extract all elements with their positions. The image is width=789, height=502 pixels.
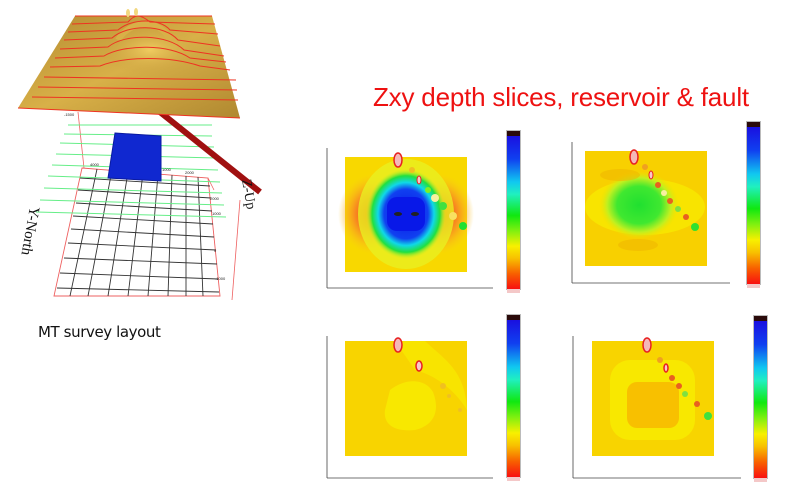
survey-layout-3d-diagram: -1500 4000 1000 2000 2000 1000 0 -1000 Y… bbox=[17, 8, 262, 301]
fault-trace bbox=[642, 337, 712, 420]
fault-trace bbox=[393, 337, 462, 412]
svg-text:2000: 2000 bbox=[210, 196, 220, 201]
colorbar-3 bbox=[506, 314, 521, 478]
survey-layout-caption: MT survey layout bbox=[38, 323, 161, 341]
fault-trace bbox=[393, 152, 467, 230]
colorbar-4-label bbox=[754, 478, 767, 482]
svg-text:1000: 1000 bbox=[212, 211, 222, 216]
axes bbox=[572, 336, 741, 479]
svg-text:1000: 1000 bbox=[162, 167, 172, 172]
station-grid bbox=[53, 167, 221, 297]
colorbar-4 bbox=[753, 315, 768, 479]
reservoir-block bbox=[107, 132, 162, 182]
figure-title: Zxy depth slices, reservoir & fault bbox=[373, 82, 749, 112]
depth-slice-3 bbox=[326, 336, 493, 479]
axes bbox=[326, 148, 493, 289]
apparent-resistivity-surface bbox=[17, 8, 241, 119]
fault-trace bbox=[629, 149, 699, 231]
colorbar-2-label bbox=[747, 284, 760, 288]
colorbar-3-label bbox=[507, 477, 520, 481]
y-north-axis-label: Y-North bbox=[17, 205, 41, 257]
z-up-axis-label: Z-Up bbox=[238, 178, 258, 210]
depth-slice-4 bbox=[572, 336, 741, 479]
axes bbox=[571, 142, 730, 284]
colorbar-1 bbox=[506, 130, 521, 290]
svg-text:-1500: -1500 bbox=[64, 112, 75, 117]
fault-plane bbox=[158, 109, 262, 195]
svg-text:2000: 2000 bbox=[185, 170, 195, 175]
axes bbox=[326, 336, 493, 479]
svg-text:4000: 4000 bbox=[90, 162, 100, 167]
svg-text:-1000: -1000 bbox=[215, 276, 226, 281]
colorbar-2 bbox=[746, 121, 761, 285]
svg-text:0: 0 bbox=[214, 248, 217, 253]
depth-slice-2 bbox=[571, 142, 730, 284]
depth-slice-1 bbox=[326, 148, 493, 289]
colorbar-1-label bbox=[507, 289, 520, 293]
